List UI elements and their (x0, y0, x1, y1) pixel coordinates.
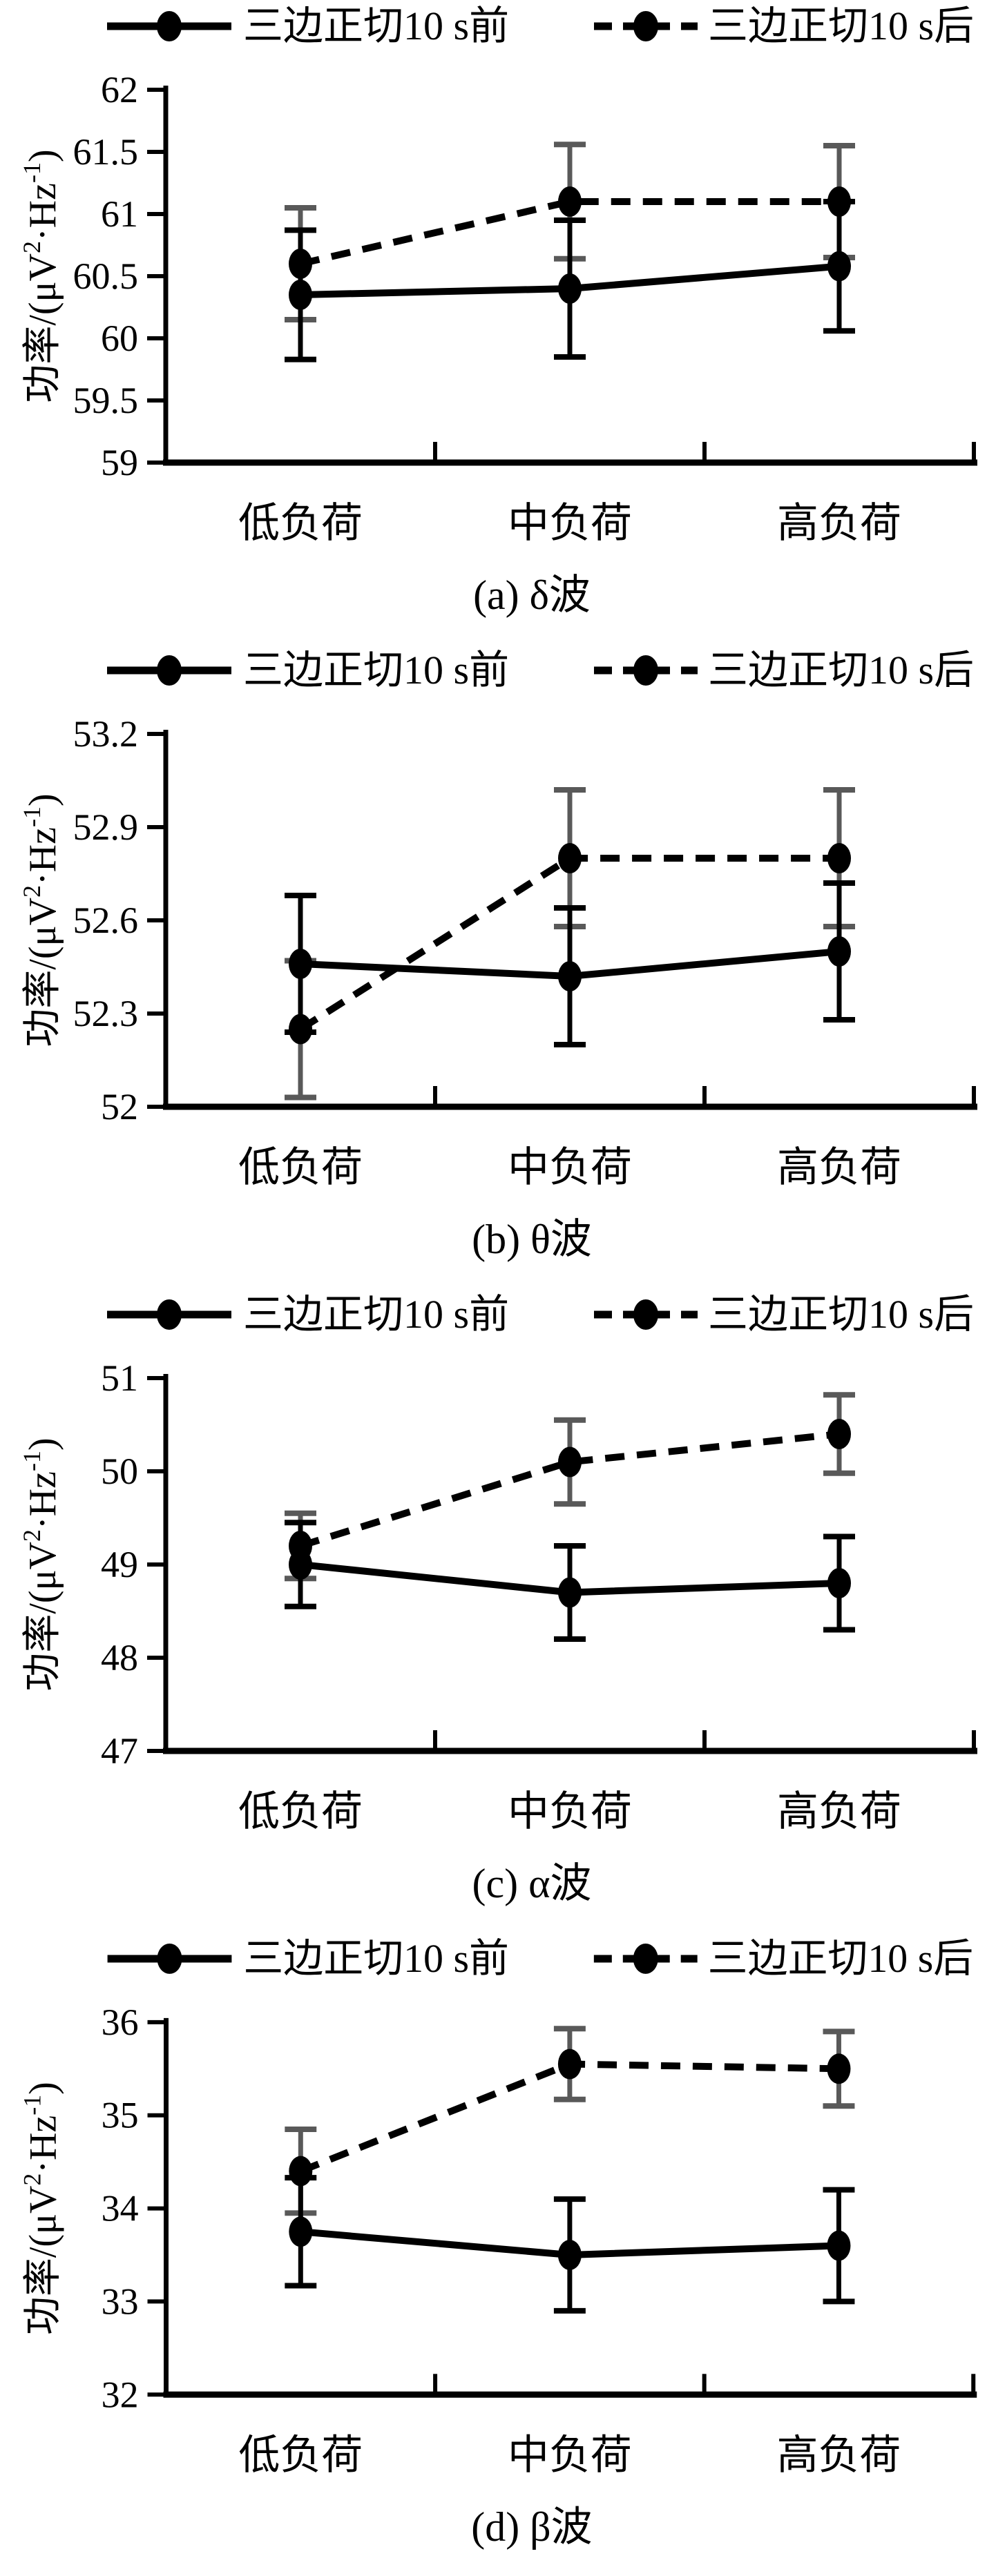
legend-label-after: 三边正切10 s后 (708, 3, 974, 48)
legend-solid-marker-icon (157, 1943, 182, 1974)
y-tick-label: 34 (102, 2188, 139, 2229)
data-point-marker (558, 1577, 582, 1608)
legend-solid-marker-icon (157, 11, 182, 41)
panel-a: 三边正切10 s前 三边正切10 s后 59 59.5 60 60.5 61 61.5 62 低负… (18, 3, 977, 618)
legend-label-after: 三边正切10 s后 (708, 1292, 974, 1337)
legend-dashed-marker-icon (633, 11, 658, 41)
data-point-marker (557, 2240, 582, 2270)
legend: 三边正切10 s前 三边正切10 s后 (107, 1936, 974, 1981)
y-tick-label: 61.5 (73, 131, 139, 173)
data-point-marker (827, 2053, 851, 2084)
legend: 三边正切10 s前 三边正切10 s后 (107, 648, 974, 693)
data-point-marker (827, 936, 851, 967)
y-tick-label: 48 (101, 1637, 138, 1678)
y-tick-label: 52 (101, 1086, 138, 1127)
legend-dashed-marker-icon (633, 1299, 658, 1330)
category-label: 中负荷 (508, 1789, 632, 1834)
y-tick-label: 52.3 (73, 993, 139, 1034)
category-label: 低负荷 (238, 2432, 363, 2478)
panel-c: 三边正切10 s前 三边正切10 s后 47 48 49 50 51 低负荷 中负荷 高负荷 (c)… (18, 1292, 977, 1906)
y-tick-label: 52.6 (73, 900, 139, 941)
data-point-marker (289, 280, 312, 310)
panel-caption: (d) β波 (471, 2504, 592, 2550)
legend-dashed-marker-icon (633, 655, 658, 686)
category-label: 低负荷 (238, 1145, 363, 1190)
y-axis-title: 功率/(μV2·Hz-1) (18, 1437, 64, 1691)
category-label: 高负荷 (777, 501, 901, 546)
data-point-marker (827, 1419, 851, 1449)
y-tick-label: 59 (101, 442, 138, 483)
data-point-marker (289, 949, 312, 979)
category-label: 中负荷 (508, 501, 632, 546)
panel-caption: (a) δ波 (473, 572, 591, 618)
panel-caption: (c) α波 (472, 1861, 591, 1906)
series-line-after (299, 198, 839, 267)
legend-label-before: 三边正切10 s前 (243, 648, 509, 693)
data-point-marker (827, 186, 851, 217)
data-point-marker (827, 251, 851, 282)
y-tick-label: 61 (101, 193, 138, 235)
legend-label-before: 三边正切10 s前 (243, 3, 509, 48)
y-tick-label: 35 (102, 2095, 139, 2136)
category-label: 高负荷 (777, 2432, 901, 2478)
data-point-marker (827, 1568, 851, 1598)
data-point-marker (289, 2156, 313, 2187)
data-point-marker (558, 186, 582, 217)
legend-dashed-marker-icon (633, 1943, 658, 1974)
data-point-marker (289, 1014, 312, 1045)
data-point-marker (289, 249, 312, 279)
y-tick-label: 50 (101, 1451, 138, 1492)
y-tick-label: 52.9 (73, 806, 139, 848)
data-point-marker (558, 961, 582, 991)
data-point-marker (557, 2049, 582, 2080)
y-tick-label: 32 (102, 2374, 139, 2415)
legend-solid-marker-icon (157, 1299, 182, 1330)
panel-b: 三边正切10 s前 三边正切10 s后 52 52.3 52.6 52.9 53.2 低负荷 中… (18, 648, 977, 1262)
panel-caption: (b) θ波 (472, 1217, 592, 1262)
data-point-marker (558, 843, 582, 873)
y-tick-label: 60.5 (73, 255, 139, 297)
legend-label-before: 三边正切10 s前 (243, 1292, 509, 1337)
legend-label-after: 三边正切10 s后 (708, 1936, 974, 1981)
category-label: 低负荷 (238, 1789, 363, 1834)
data-point-marker (289, 1549, 312, 1580)
data-point-marker (827, 843, 851, 873)
data-point-marker (558, 1446, 582, 1478)
legend-label-after: 三边正切10 s后 (708, 648, 974, 693)
y-tick-label: 60 (101, 318, 138, 359)
legend: 三边正切10 s前 三边正切10 s后 (107, 3, 974, 48)
y-tick-label: 36 (102, 2002, 139, 2043)
y-tick-label: 53.2 (73, 713, 139, 755)
category-label: 高负荷 (777, 1145, 901, 1190)
y-axis-title: 功率/(μV2·Hz-1) (18, 793, 64, 1047)
data-point-marker (827, 2230, 851, 2261)
y-tick-label: 49 (101, 1544, 138, 1585)
y-tick-label: 59.5 (73, 380, 139, 421)
y-axis-title: 功率/(μV2·Hz-1) (18, 149, 64, 403)
y-tick-label: 62 (101, 69, 138, 110)
series-line-after (299, 1431, 840, 1549)
data-point-marker (289, 2216, 313, 2247)
category-label: 低负荷 (238, 501, 363, 546)
legend-label-before: 三边正切10 s前 (243, 1936, 509, 1981)
category-label: 中负荷 (508, 1145, 632, 1190)
legend-solid-marker-icon (157, 655, 182, 686)
category-label: 高负荷 (777, 1789, 901, 1834)
y-tick-label: 51 (101, 1357, 138, 1399)
y-tick-label: 33 (102, 2280, 139, 2322)
legend: 三边正切10 s前 三边正切10 s后 (107, 1292, 974, 1337)
data-point-marker (558, 273, 582, 304)
panel-d: 三边正切10 s前 三边正切10 s后 32 33 34 35 36 低负荷 中负荷 高负荷 (d)… (19, 1936, 977, 2550)
y-tick-label: 47 (101, 1730, 138, 1772)
y-axis-title: 功率/(μV2·Hz-1) (19, 2082, 65, 2335)
category-label: 中负荷 (508, 2432, 632, 2478)
